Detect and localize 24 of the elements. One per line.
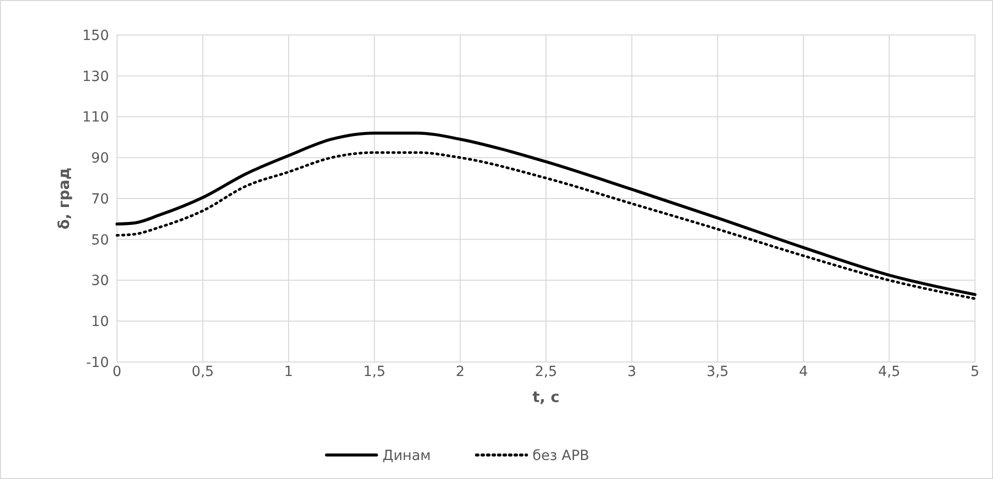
x-tick-label: 3,5 [706,364,729,380]
x-tick-label: 4 [798,364,808,380]
x-tick-label: 0,5 [192,364,214,380]
x-tick-label: 4,5 [878,364,900,380]
y-tick-label: 50 [91,232,109,248]
x-tick-label: 2,5 [534,364,558,380]
y-tick-label: -10 [86,354,109,371]
x-tick-label: 3 [627,364,636,380]
y-tick-label: 150 [82,28,109,44]
y-tick-label: 70 [91,191,109,208]
x-tick-label: 1 [284,364,294,380]
x-tick-label: 2 [456,364,465,380]
x-tick-label: 1,5 [363,364,386,380]
y-tick-label: 110 [82,110,109,126]
x-tick-label: 0 [112,364,122,380]
x-axis-title: t, с [532,388,560,406]
x-tick-label: 5 [970,364,980,380]
y-tick-label: 130 [82,68,109,85]
y-tick-label: 90 [91,150,109,167]
y-tick-label: 10 [91,314,109,330]
legend-label: без АРВ [532,448,590,464]
y-axis-title: δ, град [55,167,73,230]
legend-label: Динам [382,448,431,464]
y-tick-label: 30 [91,273,109,290]
